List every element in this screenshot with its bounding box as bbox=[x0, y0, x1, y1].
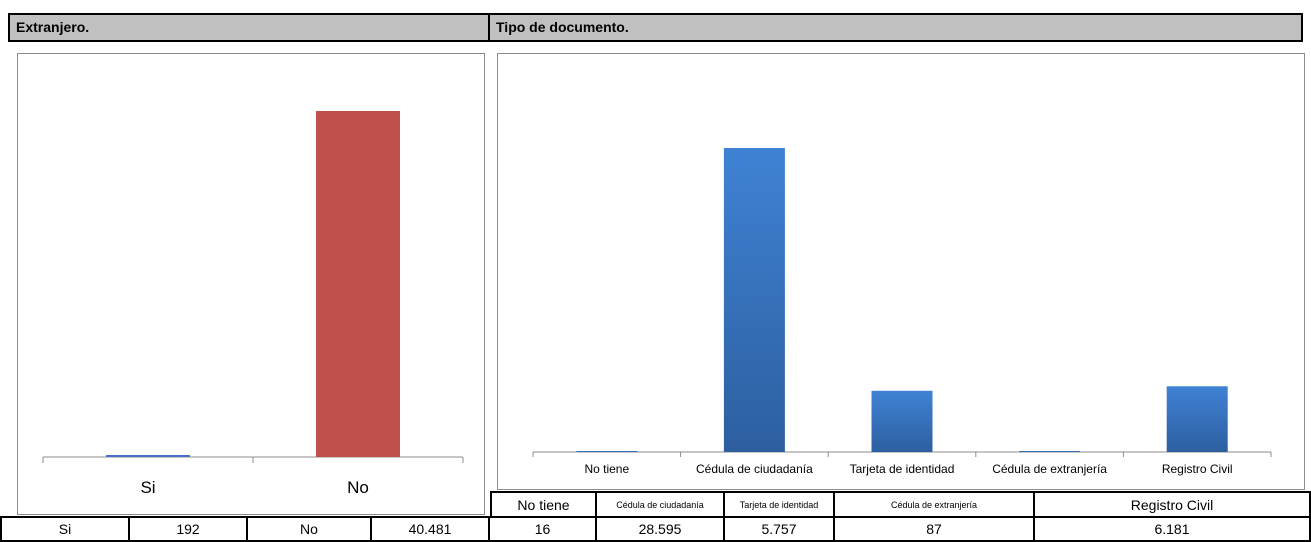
table-right-header: No tiene Cédula de ciudadanía Tarjeta de… bbox=[490, 491, 1311, 517]
bar-4 bbox=[1166, 386, 1228, 452]
table-cell: 6.181 bbox=[1154, 521, 1190, 537]
table-cell: 87 bbox=[835, 518, 1035, 540]
section-header-tipo-documento: Tipo de documento. bbox=[488, 13, 1303, 42]
table-cell: 16 bbox=[490, 518, 597, 540]
table-cell: 5.757 bbox=[725, 518, 835, 540]
x-tick-label: Registro Civil bbox=[1162, 462, 1233, 476]
x-tick-label: Si bbox=[140, 478, 155, 497]
chart-tipo-documento: No tiene Cédula de ciudadanía Tarjeta de i… bbox=[532, 148, 1272, 476]
x-tick-label: Tarjeta de identidad bbox=[850, 462, 955, 476]
table-header-cell: No tiene bbox=[492, 493, 597, 517]
bar-si bbox=[106, 455, 190, 457]
bar-1 bbox=[723, 148, 785, 452]
table-bottom-row: Si 192 No 40.481 16 28.595 5.757 87 6.18… bbox=[0, 516, 1311, 542]
bar-3 bbox=[1019, 451, 1081, 452]
table-cell: Si bbox=[2, 518, 130, 540]
chart-panel-extranjero: Si No bbox=[17, 53, 485, 515]
x-tick-label: No tiene bbox=[584, 462, 629, 476]
table-cell: 28.595 bbox=[597, 518, 725, 540]
table-cell: 40.481 bbox=[372, 518, 490, 540]
table-header-cell: Cédula de extranjería bbox=[835, 493, 1035, 517]
bar-no bbox=[316, 111, 400, 457]
chart-extranjero: Si No bbox=[42, 111, 464, 497]
chart-panel-tipo-documento: No tiene Cédula de ciudadanía Tarjeta de i… bbox=[497, 53, 1305, 490]
table-header-cell: Tarjeta de identidad bbox=[725, 493, 835, 517]
section-header-extranjero: Extranjero. bbox=[8, 13, 490, 42]
bar-0 bbox=[576, 451, 638, 452]
table-cell: No bbox=[248, 518, 372, 540]
bar-2 bbox=[871, 390, 933, 452]
table-header-cell: Cédula de ciudadanía bbox=[597, 493, 725, 517]
x-tick-label: No bbox=[347, 478, 369, 497]
x-tick-label: Cédula de extranjería bbox=[992, 462, 1107, 476]
table-cell: 192 bbox=[130, 518, 248, 540]
x-tick-label: Cédula de ciudadanía bbox=[696, 462, 813, 476]
table-header-cell: Registro Civil bbox=[1130, 497, 1214, 513]
